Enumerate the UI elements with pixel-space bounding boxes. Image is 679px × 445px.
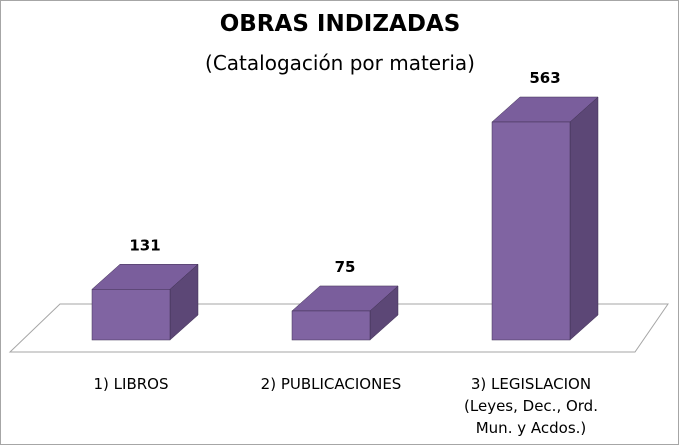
chart-subtitle: (Catalogación por materia) [205,51,475,75]
bar [91,263,199,341]
x-tick-label: 3) LEGISLACION (Leyes, Dec., Ord. Mun. y A… [464,375,598,437]
data-label: 75 [335,258,356,276]
x-tick-label: 1) LIBROS [94,375,169,393]
x-tick-label: 2) PUBLICACIONES [261,375,402,393]
bar [291,285,399,341]
chart-title: OBRAS INDIZADAS [220,11,461,37]
bar-front [291,310,371,341]
bar-side [569,96,599,341]
bar-front [91,289,171,341]
bar-front [491,121,571,341]
data-label: 563 [529,69,560,87]
bar [491,96,599,341]
data-label: 131 [129,236,160,254]
